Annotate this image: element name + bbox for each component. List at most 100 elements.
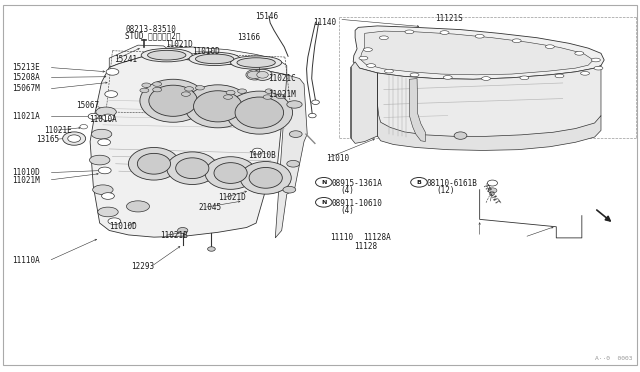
- Text: 11128A: 11128A: [364, 232, 391, 242]
- Ellipse shape: [380, 36, 388, 39]
- Ellipse shape: [106, 68, 119, 75]
- Circle shape: [488, 188, 497, 193]
- Ellipse shape: [230, 56, 282, 69]
- Polygon shape: [90, 57, 287, 237]
- Ellipse shape: [93, 185, 113, 195]
- Polygon shape: [360, 31, 593, 75]
- Ellipse shape: [129, 147, 179, 180]
- Ellipse shape: [405, 30, 414, 34]
- Text: (4): (4): [340, 206, 355, 215]
- Ellipse shape: [92, 129, 112, 139]
- Polygon shape: [378, 105, 601, 150]
- Ellipse shape: [153, 87, 162, 92]
- Text: 11021C: 11021C: [268, 74, 296, 83]
- Circle shape: [88, 113, 99, 119]
- Ellipse shape: [575, 51, 584, 55]
- Text: 11010: 11010: [326, 154, 349, 163]
- Ellipse shape: [410, 73, 419, 77]
- Ellipse shape: [594, 66, 603, 70]
- Text: FRONT: FRONT: [482, 183, 501, 206]
- Ellipse shape: [98, 139, 111, 145]
- Ellipse shape: [249, 167, 282, 188]
- Polygon shape: [351, 62, 378, 143]
- Text: 11021M: 11021M: [12, 176, 40, 185]
- Text: 11010D: 11010D: [12, 168, 40, 177]
- Ellipse shape: [105, 91, 118, 97]
- Circle shape: [316, 177, 332, 187]
- Circle shape: [80, 125, 88, 129]
- Circle shape: [316, 198, 332, 207]
- Ellipse shape: [223, 95, 232, 99]
- Ellipse shape: [475, 35, 484, 38]
- Text: 15208A: 15208A: [12, 73, 40, 82]
- Circle shape: [207, 247, 215, 251]
- Ellipse shape: [141, 48, 192, 62]
- Ellipse shape: [591, 58, 600, 62]
- Text: 11128: 11128: [355, 242, 378, 251]
- Text: 11010D: 11010D: [192, 47, 220, 56]
- Text: B: B: [417, 180, 421, 185]
- Ellipse shape: [276, 94, 285, 99]
- Text: 12293: 12293: [132, 262, 155, 271]
- Text: 15067: 15067: [76, 101, 99, 110]
- Text: 11110A: 11110A: [12, 256, 40, 265]
- Ellipse shape: [193, 91, 242, 122]
- Text: N: N: [321, 200, 326, 205]
- Text: 11010B: 11010B: [248, 151, 276, 160]
- Ellipse shape: [512, 39, 521, 42]
- Polygon shape: [410, 78, 426, 141]
- Text: 08915-1361A: 08915-1361A: [332, 179, 382, 188]
- Text: N: N: [321, 180, 326, 185]
- Circle shape: [308, 113, 316, 118]
- Ellipse shape: [153, 82, 162, 86]
- Text: 11021D: 11021D: [218, 193, 246, 202]
- Text: 13166: 13166: [237, 33, 260, 42]
- Ellipse shape: [263, 95, 272, 99]
- Text: 15146: 15146: [255, 12, 278, 21]
- Text: 15241: 15241: [115, 55, 138, 64]
- Circle shape: [252, 148, 262, 154]
- Polygon shape: [353, 26, 604, 79]
- Circle shape: [246, 70, 264, 80]
- Ellipse shape: [205, 157, 256, 189]
- Ellipse shape: [138, 153, 171, 174]
- Ellipse shape: [287, 101, 302, 108]
- Ellipse shape: [226, 91, 292, 134]
- Text: 15067M: 15067M: [12, 84, 40, 93]
- Ellipse shape: [175, 158, 209, 179]
- Ellipse shape: [520, 76, 529, 80]
- Ellipse shape: [148, 50, 186, 60]
- Circle shape: [454, 132, 467, 139]
- Ellipse shape: [140, 88, 149, 93]
- Ellipse shape: [195, 54, 234, 64]
- Ellipse shape: [359, 56, 368, 60]
- Text: 13165: 13165: [36, 135, 59, 144]
- Ellipse shape: [149, 85, 197, 116]
- Text: 11110: 11110: [330, 232, 353, 242]
- Ellipse shape: [364, 48, 372, 51]
- Ellipse shape: [235, 97, 284, 128]
- Circle shape: [68, 135, 81, 142]
- Ellipse shape: [195, 86, 204, 90]
- Polygon shape: [109, 45, 287, 75]
- Ellipse shape: [440, 31, 449, 35]
- Circle shape: [411, 177, 428, 187]
- Ellipse shape: [226, 90, 235, 95]
- Ellipse shape: [99, 167, 111, 174]
- Ellipse shape: [237, 58, 275, 67]
- Text: 11021D: 11021D: [166, 40, 193, 49]
- Ellipse shape: [555, 74, 564, 78]
- Text: 08110-6161B: 08110-6161B: [426, 179, 477, 188]
- Text: 11021E: 11021E: [44, 126, 72, 135]
- Ellipse shape: [580, 71, 589, 75]
- Ellipse shape: [367, 64, 376, 67]
- Text: 11021M: 11021M: [268, 90, 296, 99]
- Circle shape: [63, 132, 86, 145]
- Ellipse shape: [102, 193, 115, 199]
- Text: 11021A: 11021A: [12, 112, 40, 121]
- Ellipse shape: [289, 131, 302, 137]
- Ellipse shape: [240, 161, 291, 194]
- Text: 08213-83510: 08213-83510: [125, 25, 176, 34]
- Circle shape: [257, 71, 268, 78]
- Ellipse shape: [184, 85, 251, 128]
